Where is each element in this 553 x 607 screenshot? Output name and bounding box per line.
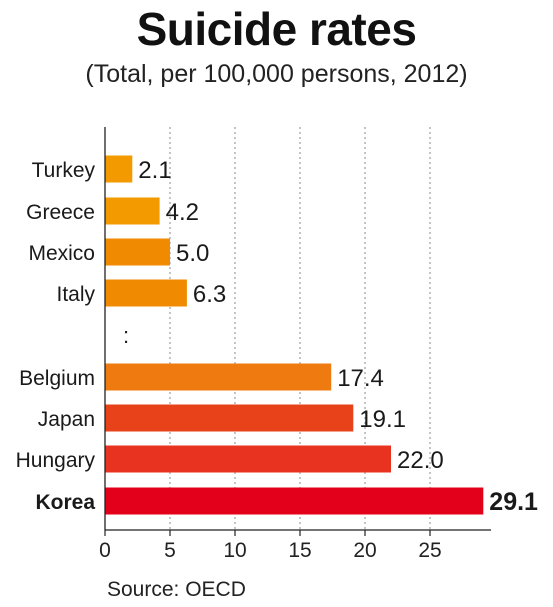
bar-hungary xyxy=(105,445,391,473)
category-label: Mexico xyxy=(28,242,95,265)
data-label: 4.2 xyxy=(166,199,199,226)
chart-subtitle: (Total, per 100,000 persons, 2012) xyxy=(85,60,468,88)
x-tick-label: 20 xyxy=(353,539,376,562)
bar-turkey xyxy=(105,155,133,183)
category-label: Korea xyxy=(35,491,95,514)
value-labels: 2.1 4.2 5.0 6.3 17.4 19.1 22.0 29.1 xyxy=(138,157,538,516)
data-label: 29.1 xyxy=(489,488,538,516)
x-tick-label: 10 xyxy=(223,539,246,562)
bar-korea xyxy=(105,487,484,515)
category-label: Greece xyxy=(26,201,95,224)
x-tick-label: 15 xyxy=(288,539,311,562)
bar-belgium xyxy=(105,363,332,391)
x-tick-label: 0 xyxy=(99,539,111,562)
data-label: 22.0 xyxy=(397,447,444,474)
bar-greece xyxy=(105,197,160,225)
data-label: 17.4 xyxy=(337,365,384,392)
data-label: 19.1 xyxy=(359,406,406,433)
x-axis: 0 5 10 15 20 25 xyxy=(99,127,491,562)
bar-japan xyxy=(105,404,354,432)
category-label: Italy xyxy=(56,283,95,306)
category-label: Turkey xyxy=(32,159,96,182)
category-label: Hungary xyxy=(16,449,96,472)
source-note: Source: OECD xyxy=(107,578,246,601)
bar-mexico xyxy=(105,238,170,266)
gap-marker: : xyxy=(123,323,129,348)
data-label: 5.0 xyxy=(176,240,209,267)
category-labels: Turkey Greece Mexico Italy Belgium Japan Hunga… xyxy=(16,159,129,514)
x-tick-label: 25 xyxy=(418,539,441,562)
bar-italy xyxy=(105,279,187,307)
bars xyxy=(105,155,484,515)
category-label: Japan xyxy=(38,408,95,431)
chart-title: Suicide rates xyxy=(136,3,417,55)
data-label: 2.1 xyxy=(138,157,171,184)
x-tick-label: 5 xyxy=(164,539,176,562)
data-label: 6.3 xyxy=(193,281,226,308)
category-label: Belgium xyxy=(19,367,95,390)
